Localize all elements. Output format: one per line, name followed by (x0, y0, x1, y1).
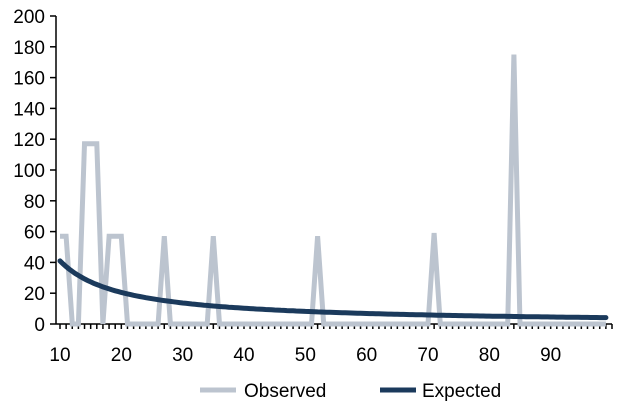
legend-label-expected: Expected (422, 381, 501, 402)
x-tick-label: 50 (295, 345, 316, 366)
x-tick-label: 40 (233, 345, 254, 366)
y-tick-label: 40 (24, 253, 45, 274)
x-tick-label: 90 (540, 345, 561, 366)
y-tick-label: 80 (24, 192, 45, 213)
x-tick-label: 10 (49, 345, 70, 366)
x-tick-label: 80 (479, 345, 500, 366)
x-tick-label: 70 (417, 345, 438, 366)
plot-area (57, 54, 609, 327)
legend: Observed Expected (200, 381, 501, 402)
series-line-expected (57, 258, 609, 321)
x-tick-label: 30 (172, 345, 193, 366)
x-tick-label: 60 (356, 345, 377, 366)
x-axis: 10 20 30 40 50 60 70 80 90 (49, 323, 613, 366)
y-tick-label: 20 (24, 284, 45, 305)
y-tick-label: 0 (34, 315, 45, 336)
y-tick-label: 100 (13, 161, 45, 182)
y-tick-label: 140 (13, 99, 45, 120)
y-tick-label: 160 (13, 69, 45, 90)
y-tick-label: 60 (24, 223, 45, 244)
y-tick-label: 120 (13, 130, 45, 151)
y-tick-label: 200 (13, 7, 45, 28)
y-axis: 0 20 40 60 80 100 120 140 160 180 200 (13, 7, 57, 336)
y-tick-label: 180 (13, 38, 45, 59)
x-tick-label: 20 (111, 345, 132, 366)
series-line-observed (60, 54, 606, 327)
legend-label-observed: Observed (244, 381, 326, 402)
